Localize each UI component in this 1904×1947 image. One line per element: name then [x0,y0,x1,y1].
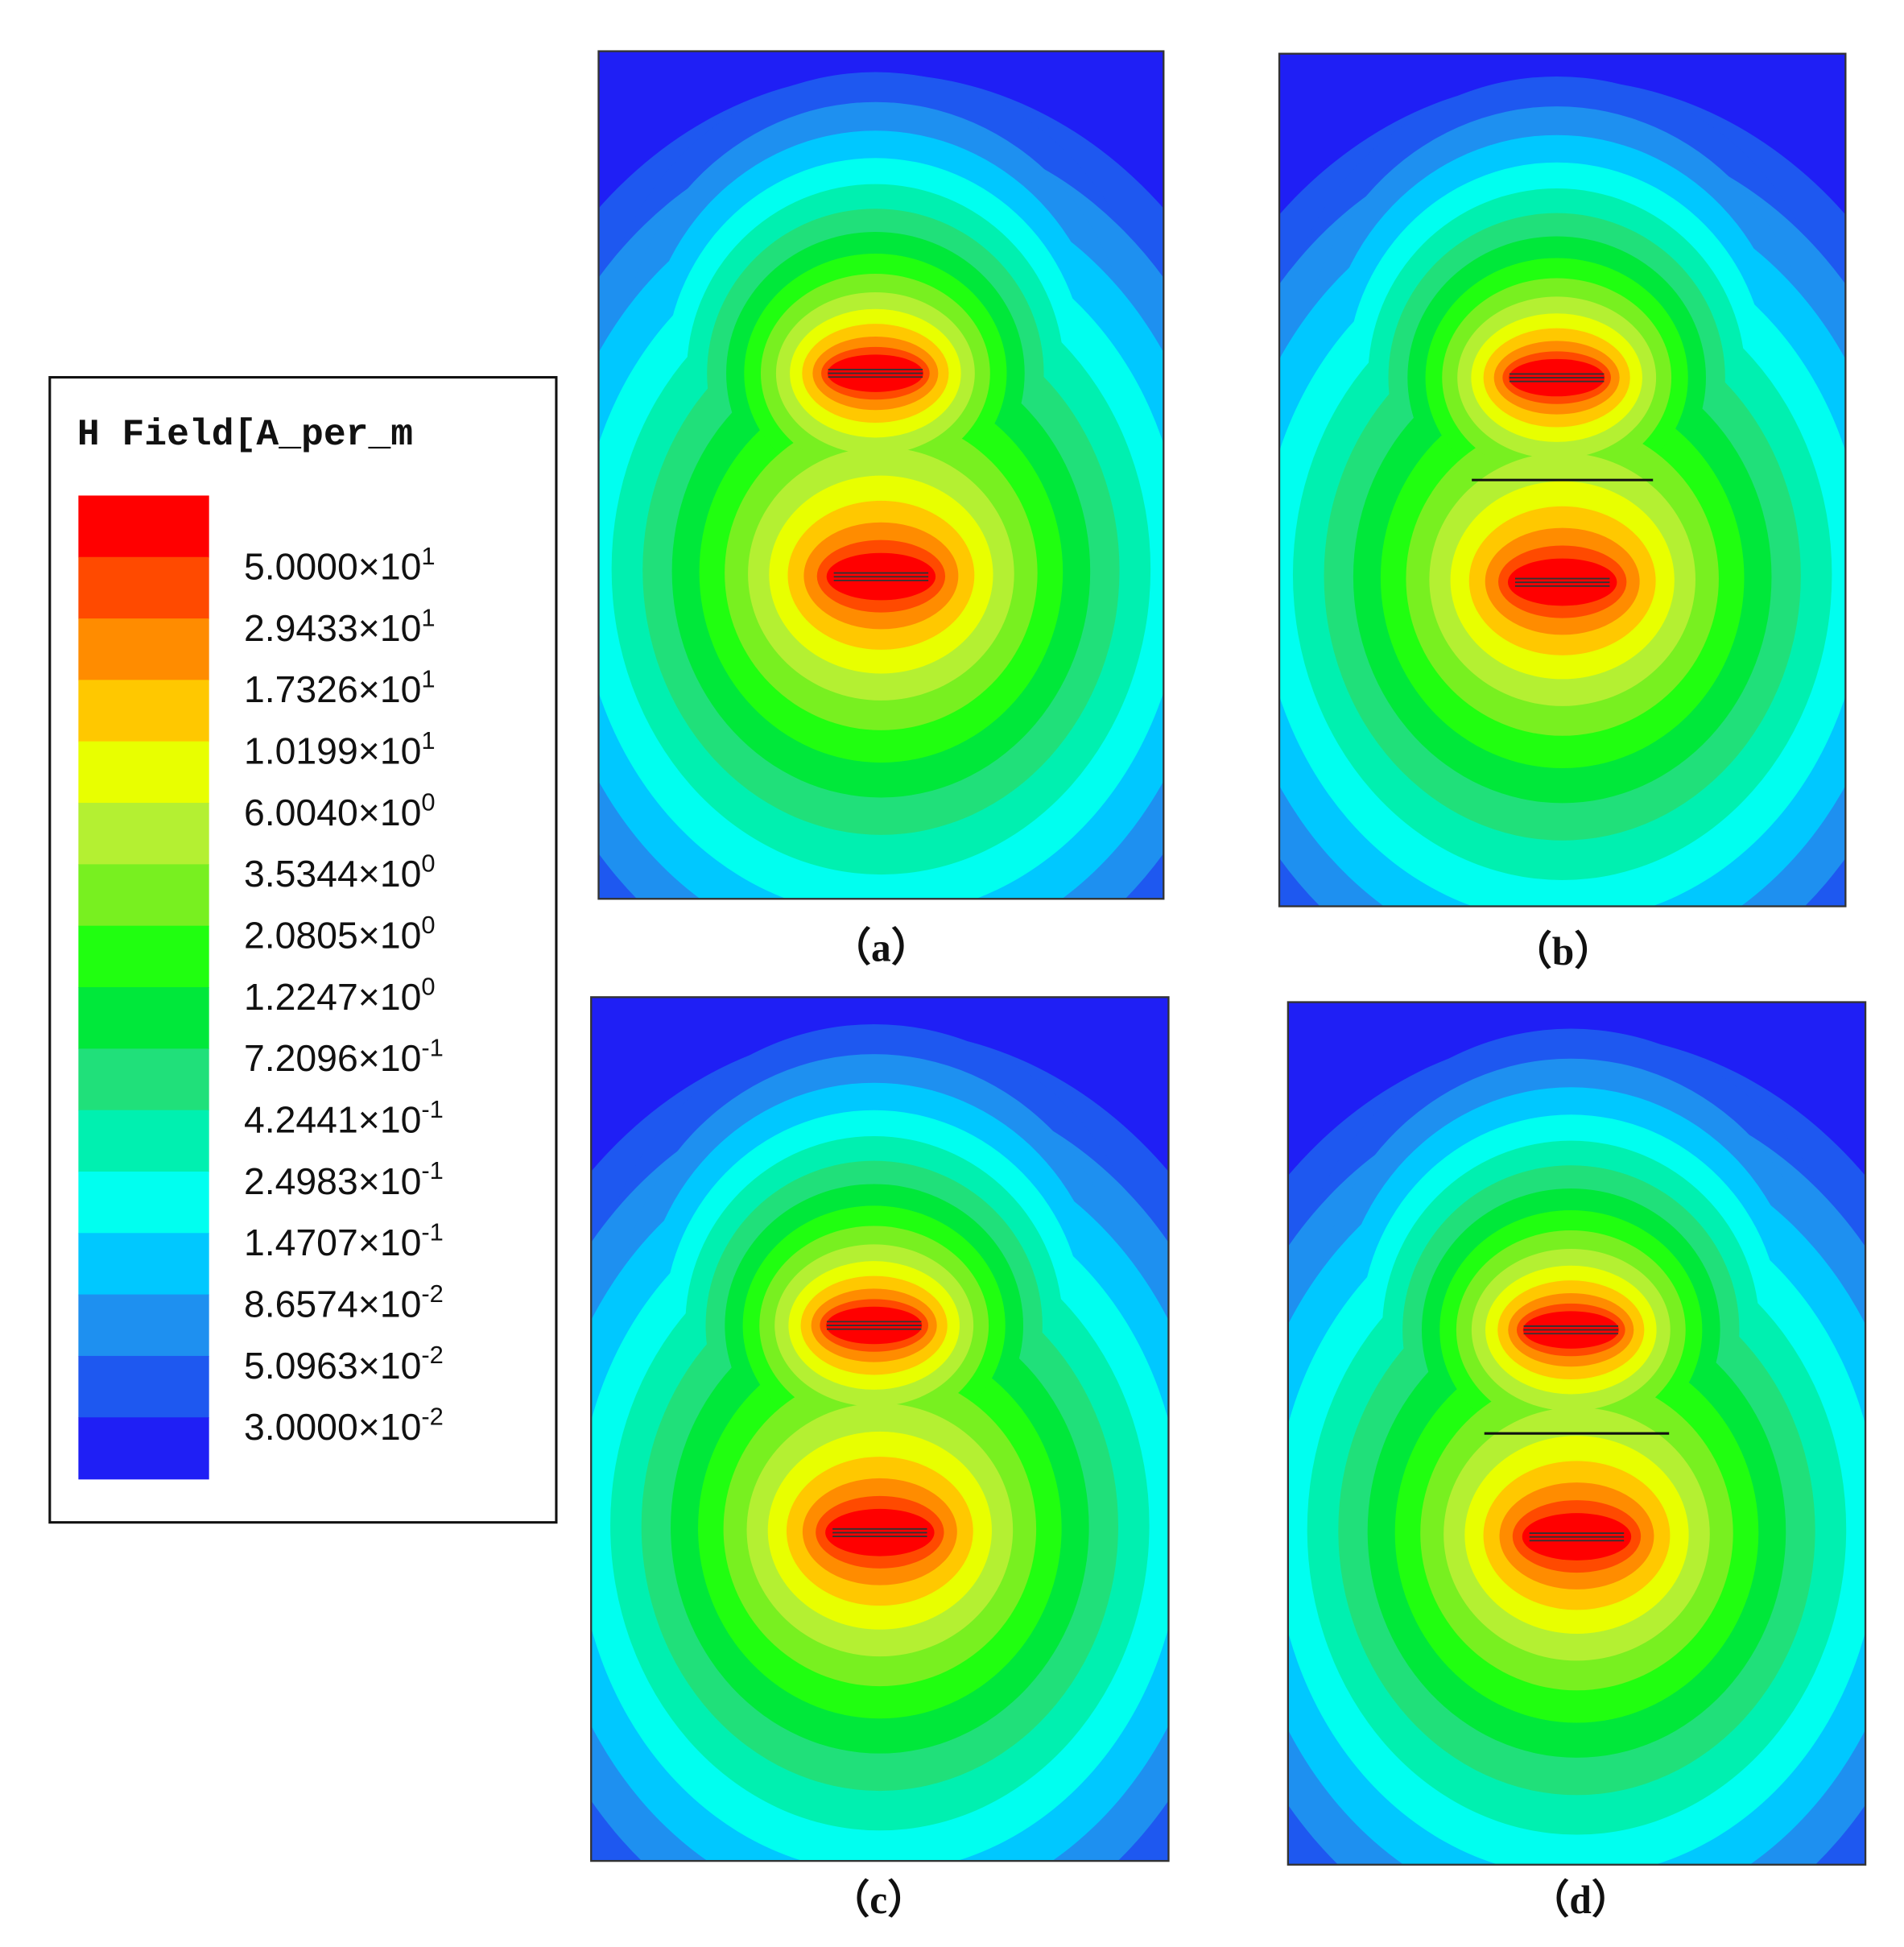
legend-swatch [78,1355,209,1419]
legend-label: 2.4983×10-1 [244,1156,444,1202]
legend-swatch [78,864,209,927]
label-mantissa: 4.2441×10 [244,1098,421,1140]
panel-frame [1278,52,1847,907]
legend-swatch [78,1233,209,1296]
label-mantissa: 1.0199×10 [244,730,421,772]
legend-swatch [78,1110,209,1172]
label-mantissa: 2.9433×10 [244,607,421,649]
legend-label: 1.4707×10-1 [244,1218,444,1264]
legend-swatch [78,1171,209,1234]
label-mantissa: 5.0000×10 [244,546,421,588]
field-panel [598,51,1164,899]
panel-frame [597,50,1165,900]
legend-label: 3.0000×10-2 [244,1403,444,1449]
legend-title: H Field[A_per_m [77,413,413,456]
legend-label: 1.7326×101 [244,665,436,711]
label-mantissa: 3.5344×10 [244,853,421,895]
label-exponent: 1 [421,726,435,754]
legend-swatch [78,1294,209,1357]
label-exponent: -2 [421,1279,443,1308]
label-mantissa: 3.0000×10 [244,1406,421,1448]
label-exponent: -2 [421,1341,443,1369]
label-mantissa: 2.4983×10 [244,1160,421,1202]
legend-label: 8.6574×10-2 [244,1279,444,1325]
panel-caption: （b） [1512,929,1613,974]
legend-swatch [78,495,209,558]
field-panel [591,997,1169,1862]
label-exponent: 0 [421,787,435,816]
label-exponent: 0 [421,911,435,939]
legend-label: 2.0805×100 [244,911,436,957]
legend-swatch [78,741,209,804]
legend-swatch [78,1048,209,1111]
legend-label: 3.5344×100 [244,849,436,895]
legend-label: 5.0000×101 [244,542,436,588]
legend-label: 1.0199×101 [244,726,436,772]
panel-frame [1287,1001,1867,1866]
label-exponent: -1 [421,1218,443,1246]
panel-frame [590,996,1170,1862]
label-exponent: -2 [421,1403,443,1431]
legend-swatch [78,618,209,681]
label-mantissa: 5.0963×10 [244,1345,421,1387]
legend-label: 7.2096×10-1 [244,1034,444,1080]
panel-caption: （c） [830,1878,927,1922]
legend-label: 1.2247×100 [244,972,436,1018]
label-exponent: 0 [421,849,435,878]
legend-label: 2.9433×101 [244,603,436,649]
legend-swatch [78,1417,209,1480]
field-panel [1287,1002,1866,1865]
label-mantissa: 8.6574×10 [244,1283,421,1325]
label-exponent: -1 [421,1034,443,1062]
legend-label: 5.0963×10-2 [244,1341,444,1387]
label-exponent: -1 [421,1095,443,1123]
panel-caption: （a） [832,926,931,970]
label-mantissa: 1.2247×10 [244,976,421,1018]
label-mantissa: 2.0805×10 [244,915,421,957]
legend-swatch [78,556,209,619]
label-mantissa: 6.0040×10 [244,792,421,833]
legend-swatch [78,925,209,988]
label-mantissa: 7.2096×10 [244,1037,421,1079]
label-exponent: 1 [421,665,435,693]
legend-label: 6.0040×100 [244,787,436,833]
label-exponent: 1 [421,603,435,631]
label-mantissa: 1.7326×10 [244,668,421,710]
field-panel [1279,53,1846,907]
label-exponent: 0 [421,972,435,1000]
legend-swatch [78,803,209,866]
panel-caption: （d） [1530,1878,1631,1922]
legend-label: 4.2441×10-1 [244,1095,444,1141]
legend-swatch [78,987,209,1050]
label-exponent: 1 [421,542,435,570]
label-exponent: -1 [421,1156,443,1184]
legend-swatch [78,680,209,742]
label-mantissa: 1.4707×10 [244,1222,421,1263]
